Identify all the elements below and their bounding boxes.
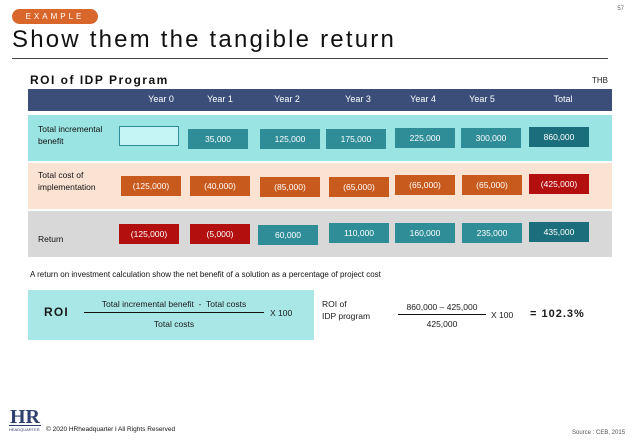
calculation-result: = 102.3%: [530, 308, 585, 320]
hr-headquarter-logo: HR HEADQUARTER: [8, 404, 42, 432]
table-cell-return-year-1: (5,000): [190, 224, 250, 244]
row-label-line: implementation: [38, 182, 96, 192]
calculation-denominator: 425,000: [426, 319, 458, 329]
table-cell-cost-year-2: (85,000): [260, 177, 320, 197]
row-label-line: Total incremental: [38, 124, 103, 134]
row-label-return: Return: [38, 234, 64, 244]
formula-denominator: Total costs: [153, 319, 195, 329]
row-label-line: benefit: [38, 136, 64, 146]
table-cell-cost-year-5: (65,000): [462, 175, 522, 195]
table-cell-cost-total: (425,000): [529, 174, 589, 194]
table-cell-benefit-year-4: 225,000: [395, 128, 455, 148]
calculation-fraction-line: [398, 314, 486, 315]
table-cell-return-total: 435,000: [529, 222, 589, 242]
table-cell-benefit-year-0: [119, 126, 179, 146]
calculation-label-line: IDP program: [322, 311, 371, 321]
table-cell-benefit-year-1: 35,000: [188, 129, 248, 149]
table-cell-return-year-4: 160,000: [395, 223, 455, 243]
formula-fraction-line: [84, 312, 264, 313]
table-cell-return-year-2: 60,000: [258, 225, 318, 245]
column-header-year-4: Year 4: [410, 94, 436, 104]
table-cell-benefit-total: 860,000: [529, 127, 589, 147]
source-text: Source : CEB, 2015: [572, 430, 626, 436]
table-cell-benefit-year-2: 125,000: [260, 129, 320, 149]
currency-label: THB: [592, 76, 608, 85]
calculation-multiplier: X 100: [491, 310, 514, 320]
formula-numerator: Total incremental benefit - Total costs: [101, 299, 247, 309]
copyright-text: © 2020 HRheadquarter l All Rights Reserv…: [46, 426, 176, 433]
column-header-year-1: Year 1: [207, 94, 233, 104]
logo-mark-icon: HR HEADQUARTER: [9, 406, 41, 432]
year-header-bar: Year 0 Year 1 Year 2 Year 3 Year 4 Year …: [28, 89, 612, 111]
column-header-year-3: Year 3: [345, 94, 371, 104]
formula-multiplier: X 100: [270, 308, 293, 318]
example-badge: EXAMPLE: [12, 9, 98, 24]
section-title: ROI of IDP Program: [30, 73, 169, 87]
row-label-cost: Total cost of implementation: [38, 169, 96, 193]
page-title: Show them the tangible return: [12, 26, 396, 53]
page-number: 57: [617, 6, 624, 12]
table-cell-cost-year-1: (40,000): [190, 176, 250, 196]
table-cell-cost-year-3: (65,000): [329, 177, 389, 197]
logo-letters: HR: [10, 406, 41, 428]
calculation-numerator: 860,000 – 425,000: [406, 302, 478, 312]
column-header-year-5: Year 5: [469, 94, 495, 104]
formula-label: ROI: [44, 305, 69, 319]
column-header-total: Total: [553, 94, 573, 104]
table-cell-return-year-3: 110,000: [329, 223, 389, 243]
roi-note: A return on investment calculation show …: [30, 270, 381, 279]
title-divider: [12, 58, 608, 59]
column-header-year-2: Year 2: [274, 94, 300, 104]
calculation-label: ROI of IDP program: [322, 298, 392, 322]
calculation-label-line: ROI of: [322, 299, 347, 309]
table-cell-return-year-5: 235,000: [462, 223, 522, 243]
table-cell-cost-year-0: (125,000): [121, 176, 181, 196]
table-cell-benefit-year-3: 175,000: [326, 129, 386, 149]
column-header-year-0: Year 0: [148, 94, 174, 104]
table-cell-cost-year-4: (65,000): [395, 175, 455, 195]
table-row-return: Return (125,000) (5,000) 60,000 110,000 …: [28, 211, 612, 257]
row-label-benefit: Total incremental benefit: [38, 123, 102, 147]
table-row-benefit: Total incremental benefit 35,000 125,000…: [28, 115, 612, 161]
table-row-cost: Total cost of implementation (125,000) (…: [28, 163, 612, 209]
table-cell-benefit-year-5: 300,000: [461, 128, 521, 148]
logo-subtext: HEADQUARTER: [9, 427, 40, 432]
row-label-line: Total cost of: [38, 170, 84, 180]
roi-formula-box: ROI Total incremental benefit - Total co…: [28, 290, 314, 340]
table-cell-return-year-0: (125,000): [119, 224, 179, 244]
